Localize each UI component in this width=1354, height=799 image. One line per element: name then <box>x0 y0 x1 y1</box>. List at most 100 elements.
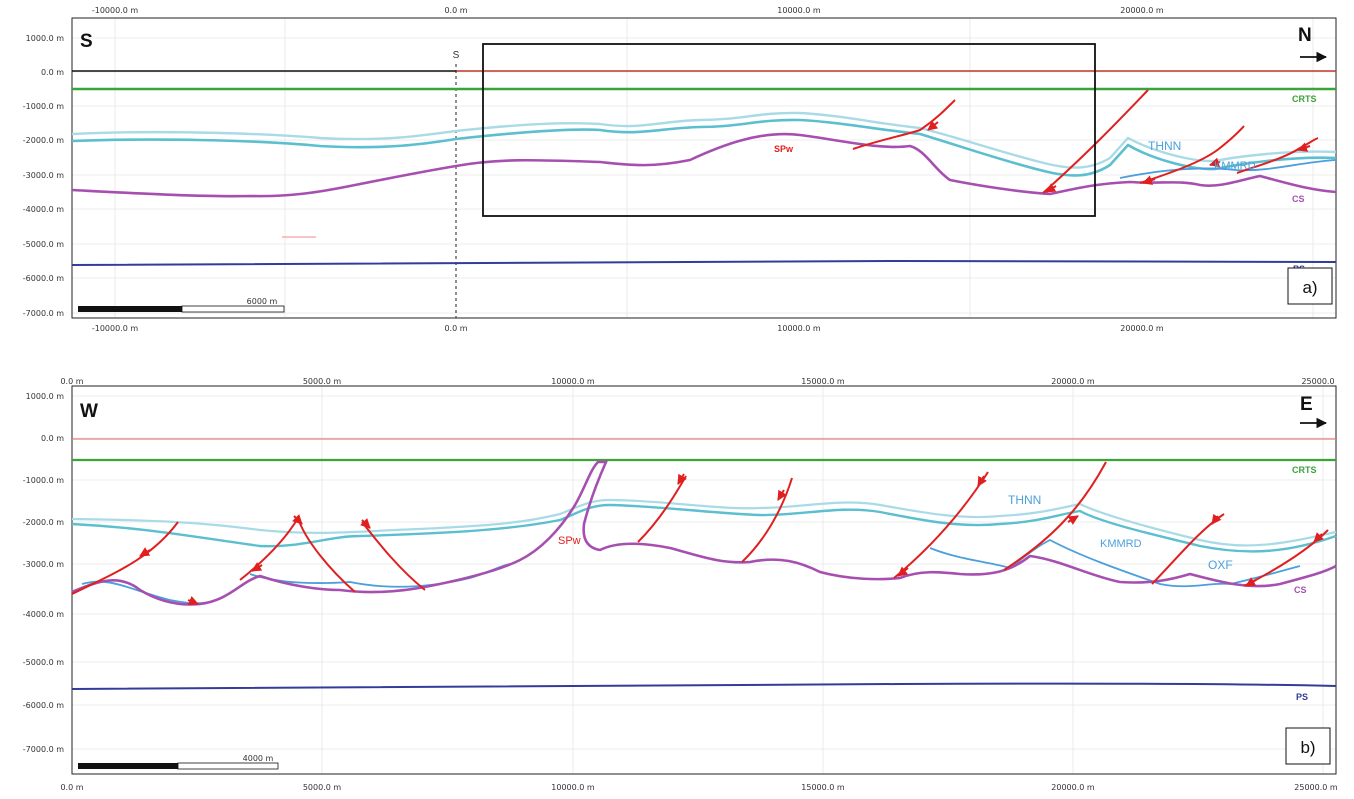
panel-b-thnn-horizon <box>71 503 1337 553</box>
panel-a-grid <box>72 18 1336 318</box>
panel-a-spw-label: SPw <box>774 144 794 154</box>
fault-arrow <box>1142 175 1156 185</box>
x-tick: 0.0 m <box>60 783 83 792</box>
fault-arrow <box>360 518 371 529</box>
panel-b-y-ticks: 1000.0 m 0.0 m -1000.0 m -2000.0 m -3000… <box>23 392 64 754</box>
panel-a-thnn-light-horizon <box>71 111 1337 169</box>
panel-b-faults <box>71 461 1329 606</box>
fault-arrow <box>1045 183 1057 193</box>
y-tick: -4000.0 m <box>23 205 64 214</box>
fault-line <box>361 521 426 591</box>
fault-arrow <box>1209 157 1221 168</box>
panel-a-cs-horizon <box>71 132 1337 198</box>
panel-a-frame <box>71 17 1337 319</box>
panel-a-crts-label: CRTS <box>1292 94 1317 104</box>
x-tick: 20000.0 m <box>1051 783 1095 792</box>
x-tick: 0.0 m <box>444 6 467 15</box>
x-tick: 20000.0 m <box>1051 377 1095 386</box>
y-tick: -1000.0 m <box>23 476 64 485</box>
fault-arrow <box>1245 577 1257 587</box>
fault-arrow <box>897 566 909 577</box>
fault-arrow <box>977 475 987 487</box>
y-tick: -5000.0 m <box>23 240 64 249</box>
x-tick: 20000.0 m <box>1120 6 1164 15</box>
panel-a-dir-left: S <box>80 31 93 52</box>
x-tick: 10000.0 m <box>777 324 821 333</box>
y-tick: -3000.0 m <box>23 560 64 569</box>
scale-bar-label: 4000 m <box>243 754 274 763</box>
y-tick: 0.0 m <box>41 68 64 77</box>
fault-arrow <box>677 473 687 485</box>
y-tick: -6000.0 m <box>23 701 64 710</box>
panel-a-section-marker-label: S <box>453 50 460 61</box>
x-tick: 5000.0 m <box>303 377 342 386</box>
panel-b: 0.0 m 5000.0 m 10000.0 m 15000.0 m 20000… <box>23 377 1338 792</box>
x-tick: 15000.0 m <box>801 783 845 792</box>
panel-a-thnn-horizon <box>71 118 1337 177</box>
panel-a-cs-label: CS <box>1292 194 1305 204</box>
y-tick: -5000.0 m <box>23 658 64 667</box>
fault-arrow <box>187 596 199 606</box>
fault-arrow <box>292 514 303 525</box>
y-tick: -7000.0 m <box>23 745 64 754</box>
fault-arrow <box>139 547 151 557</box>
x-tick: -10000.0 m <box>92 324 139 333</box>
fault-line <box>741 477 793 563</box>
panel-a-scale-bar: 6000 m <box>78 297 285 313</box>
panel-b-spw-label: SPw <box>558 535 581 547</box>
panel-b-dir-right: E <box>1300 394 1313 415</box>
panel-a-label: a) <box>1302 278 1317 297</box>
panel-a-ps-horizon <box>71 260 1337 266</box>
x-tick: 0.0 m <box>60 377 83 386</box>
panel-b-label-box <box>1285 727 1331 765</box>
panel-a-y-ticks: 1000.0 m 0.0 m -1000.0 m -2000.0 m -3000… <box>23 34 64 318</box>
panel-b-oxf-label: OXF <box>1208 558 1233 572</box>
panel-a-kmmrd-horizon <box>1119 159 1337 179</box>
x-tick: 25000.0 m <box>1294 783 1338 792</box>
panel-b-dir-left: W <box>80 401 98 422</box>
fault-arrow <box>777 489 787 501</box>
scale-bar-white <box>181 305 285 313</box>
panel-b-x-ticks-top: 0.0 m 5000.0 m 10000.0 m 15000.0 m 20000… <box>60 377 1334 386</box>
panel-b-grid <box>72 386 1336 774</box>
panel-a-label-box <box>1287 267 1333 305</box>
x-tick: 25000.0 <box>1301 377 1334 386</box>
fault-arrow <box>1313 532 1324 543</box>
fault-arrow <box>927 120 939 131</box>
panel-a-x-ticks-bottom: -10000.0 m 0.0 m 10000.0 m 20000.0 m <box>92 324 1164 333</box>
panel-b-thnn-label: THNN <box>1008 493 1041 507</box>
x-tick: 5000.0 m <box>303 783 342 792</box>
scale-bar-white <box>177 762 279 770</box>
fault-arrow <box>251 562 263 572</box>
x-tick: 10000.0 m <box>777 6 821 15</box>
y-tick: -2000.0 m <box>23 518 64 527</box>
y-tick: -3000.0 m <box>23 171 64 180</box>
panel-b-ps-horizon <box>71 682 1337 690</box>
y-tick: -2000.0 m <box>23 136 64 145</box>
panel-a-kmmrd-label: KMMRD <box>1214 160 1256 172</box>
scale-bar-black <box>78 763 178 769</box>
scale-bar-label: 6000 m <box>247 297 278 306</box>
panel-b-x-ticks-bottom: 0.0 m 5000.0 m 10000.0 m 15000.0 m 20000… <box>60 783 1337 792</box>
panel-b-crts-label: CRTS <box>1292 465 1317 475</box>
y-tick: 1000.0 m <box>26 34 65 43</box>
x-tick: 0.0 m <box>444 324 467 333</box>
panel-a: -10000.0 m 0.0 m 10000.0 m 20000.0 m -10… <box>23 6 1337 333</box>
x-tick: 10000.0 m <box>551 377 595 386</box>
panel-b-thnn-light-horizon <box>71 498 1337 547</box>
x-tick: 20000.0 m <box>1120 324 1164 333</box>
x-tick: -10000.0 m <box>92 6 139 15</box>
y-tick: -4000.0 m <box>23 610 64 619</box>
panel-b-kmmrd-label: KMMRD <box>1100 538 1142 550</box>
fault-line <box>852 99 956 150</box>
scale-bar-black <box>78 306 182 312</box>
panel-a-zoom-box <box>482 43 1096 217</box>
y-tick: -6000.0 m <box>23 274 64 283</box>
panel-b-label: b) <box>1300 738 1315 757</box>
panel-a-x-ticks-top: -10000.0 m 0.0 m 10000.0 m 20000.0 m <box>92 6 1164 15</box>
x-tick: 15000.0 m <box>801 377 845 386</box>
x-tick: 10000.0 m <box>551 783 595 792</box>
fault-arrow <box>1211 513 1222 525</box>
y-tick: -7000.0 m <box>23 309 64 318</box>
